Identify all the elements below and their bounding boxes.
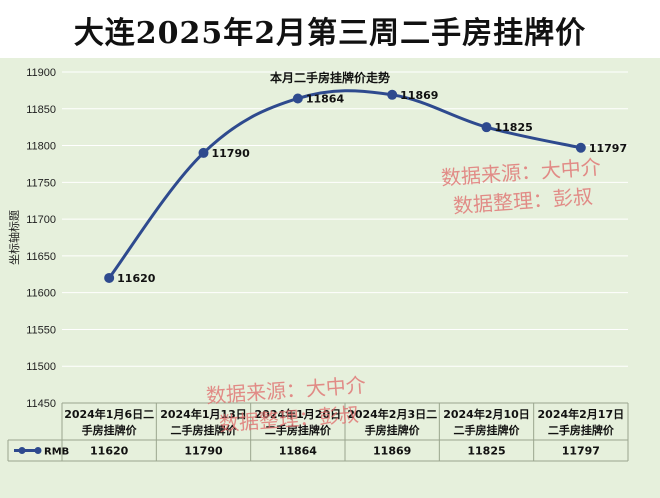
- y-tick-label: 11800: [26, 141, 56, 153]
- table-value-cell: 11825: [467, 445, 505, 458]
- table-value-cell: 11864: [279, 445, 318, 458]
- y-axis-label: 坐标轴标题: [7, 210, 21, 265]
- line-chart: 11450 11500 11550 11600 11650 11700 11750 11800…: [7, 67, 629, 462]
- table-value-cell: 11797: [562, 445, 600, 458]
- data-label: 11790: [212, 147, 251, 160]
- data-point: [198, 147, 209, 158]
- x-category-label: 2024年2月17日: [538, 407, 625, 421]
- x-category-label: 2024年1月20日: [255, 407, 342, 421]
- data-label: 11864: [306, 92, 345, 105]
- y-tick-label: 11650: [26, 251, 56, 263]
- y-tick-label: 11500: [26, 361, 56, 373]
- data-point: [292, 93, 303, 104]
- x-category-label: 二手房挂牌价: [548, 423, 615, 437]
- title-bar: 大连2025年2月第三周二手房挂牌价: [0, 0, 660, 58]
- legend-label: RMB: [44, 447, 69, 458]
- y-tick-label: 11550: [26, 324, 56, 336]
- y-tick-label: 11600: [26, 288, 56, 300]
- chart-title: 本月二手房挂牌价走势: [270, 70, 390, 85]
- data-point: [481, 122, 492, 133]
- legend-marker: [18, 447, 26, 454]
- x-category-label: 2024年2月3日二: [347, 407, 437, 421]
- y-tick-label: 11850: [26, 104, 56, 116]
- x-category-label: 手房挂牌价: [365, 423, 421, 437]
- data-label: 11825: [495, 121, 533, 134]
- x-category-label: 二手房挂牌价: [454, 423, 521, 437]
- page-title: 大连2025年2月第三周二手房挂牌价: [73, 16, 587, 51]
- data-point: [387, 89, 398, 100]
- x-category-label: 手房挂牌价: [82, 423, 138, 437]
- legend-marker: [34, 447, 42, 454]
- y-tick-label: 11700: [26, 214, 56, 226]
- x-category-label: 2024年2月10日: [443, 407, 530, 421]
- x-category-label: 二手房挂牌价: [171, 423, 238, 437]
- table-value-cell: 11790: [184, 445, 223, 458]
- chart-panel: 11450 11500 11550 11600 11650 11700 11750 11800…: [0, 58, 660, 498]
- y-tick-label: 11900: [26, 67, 56, 79]
- x-category-label: 2024年1月6日二: [64, 407, 154, 421]
- data-label: 11797: [589, 142, 627, 155]
- table-value-cell: 11869: [373, 445, 411, 458]
- x-category-label: 二手房挂牌价: [265, 423, 332, 437]
- data-point: [575, 142, 586, 153]
- y-tick-label: 11750: [26, 177, 56, 189]
- y-tick-label: 11450: [26, 398, 56, 410]
- data-point: [104, 272, 115, 283]
- x-category-label: 2024年1月13日: [160, 407, 247, 421]
- data-label: 11869: [400, 89, 438, 102]
- table-value-cell: 11620: [90, 445, 129, 458]
- data-label: 11620: [117, 272, 156, 285]
